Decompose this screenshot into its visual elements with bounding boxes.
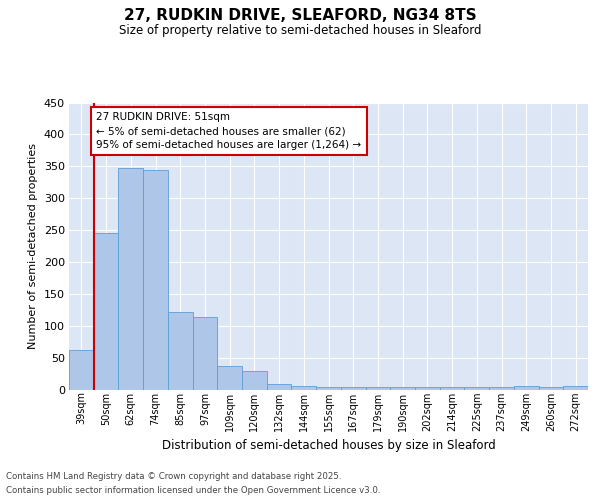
Bar xyxy=(118,168,143,390)
Bar xyxy=(514,386,539,390)
Text: Contains HM Land Registry data © Crown copyright and database right 2025.: Contains HM Land Registry data © Crown c… xyxy=(6,472,341,481)
Bar xyxy=(464,387,489,390)
Bar xyxy=(292,386,316,390)
Text: Size of property relative to semi-detached houses in Sleaford: Size of property relative to semi-detach… xyxy=(119,24,481,37)
Bar xyxy=(69,350,94,390)
Bar xyxy=(267,384,292,390)
Bar xyxy=(489,387,514,390)
X-axis label: Distribution of semi-detached houses by size in Sleaford: Distribution of semi-detached houses by … xyxy=(161,439,496,452)
Text: 27 RUDKIN DRIVE: 51sqm
← 5% of semi-detached houses are smaller (62)
95% of semi: 27 RUDKIN DRIVE: 51sqm ← 5% of semi-deta… xyxy=(96,112,361,150)
Bar xyxy=(316,387,341,390)
Text: 27, RUDKIN DRIVE, SLEAFORD, NG34 8TS: 27, RUDKIN DRIVE, SLEAFORD, NG34 8TS xyxy=(124,8,476,22)
Bar xyxy=(390,387,415,390)
Bar xyxy=(563,386,588,390)
Bar xyxy=(415,387,440,390)
Bar xyxy=(168,312,193,390)
Y-axis label: Number of semi-detached properties: Number of semi-detached properties xyxy=(28,143,38,350)
Bar xyxy=(440,387,464,390)
Bar xyxy=(143,170,168,390)
Bar xyxy=(242,371,267,390)
Bar xyxy=(341,387,365,390)
Bar xyxy=(193,317,217,390)
Bar xyxy=(94,234,118,390)
Bar xyxy=(217,366,242,390)
Text: Contains public sector information licensed under the Open Government Licence v3: Contains public sector information licen… xyxy=(6,486,380,495)
Bar xyxy=(539,387,563,390)
Bar xyxy=(365,387,390,390)
